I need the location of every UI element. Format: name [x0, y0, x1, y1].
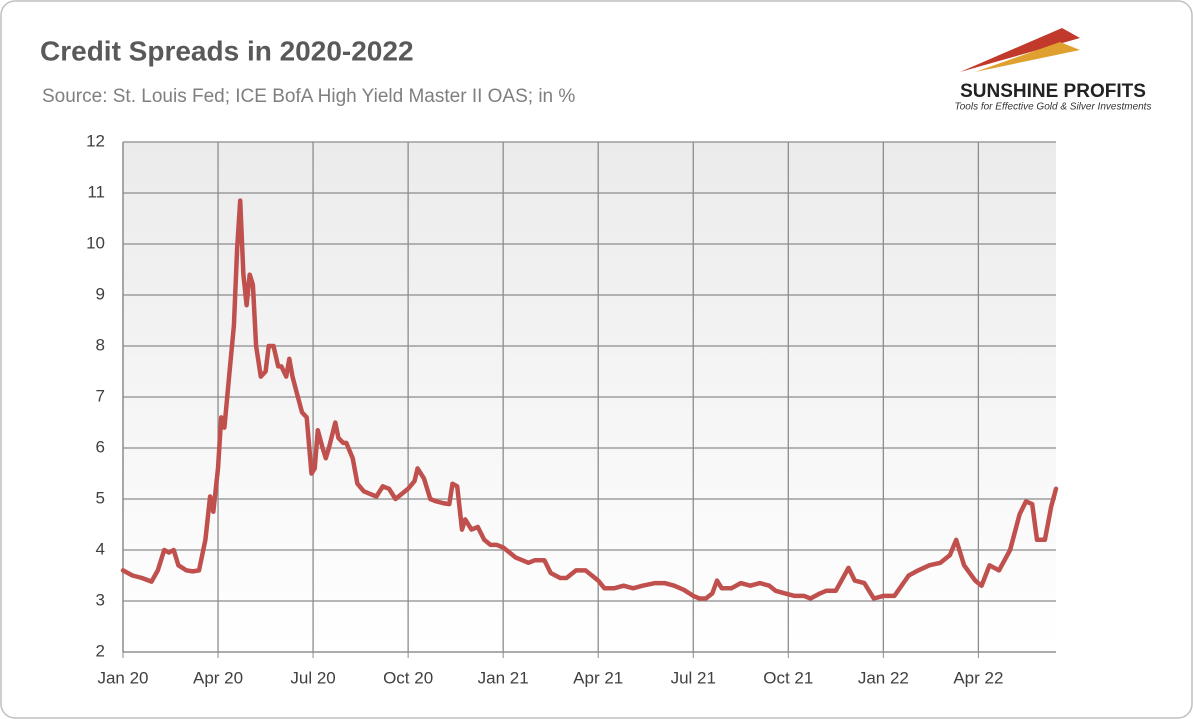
x-tick-label: Jan 20 [97, 668, 148, 687]
y-tick-label: 7 [96, 386, 105, 405]
y-tick-label: 2 [96, 641, 105, 660]
y-tick-label: 11 [87, 182, 105, 201]
chart-subtitle: Source: St. Louis Fed; ICE BofA High Yie… [42, 86, 575, 107]
x-tick-label: Oct 21 [763, 668, 813, 687]
x-tick-label: Apr 22 [953, 668, 1003, 687]
y-tick-label: 10 [86, 233, 105, 252]
y-tick-label: 8 [96, 335, 105, 354]
x-tick-label: Oct 20 [383, 668, 433, 687]
x-tick-label: Jan 22 [858, 668, 909, 687]
y-tick-label: 12 [86, 131, 105, 150]
y-tick-label: 3 [96, 590, 105, 609]
y-tick-label: 6 [96, 437, 105, 456]
logo-swoosh [975, 42, 1080, 72]
chart-title: Credit Spreads in 2020-2022 [40, 35, 414, 66]
x-tick-label: Jul 20 [290, 668, 335, 687]
y-tick-label: 4 [96, 539, 105, 558]
data-line [120, 198, 1059, 601]
x-tick-label: Apr 20 [193, 668, 243, 687]
logo: SUNSHINE PROFITS Tools for Effective Gol… [955, 28, 1152, 113]
y-tick-label: 5 [96, 488, 105, 507]
logo-name: SUNSHINE PROFITS [960, 81, 1146, 102]
logo-swoosh [960, 28, 1080, 72]
y-tick-label: 9 [96, 284, 105, 303]
x-tick-label: Jul 21 [671, 668, 716, 687]
x-tick-label: Jan 21 [478, 668, 529, 687]
x-tick-label: Apr 21 [573, 668, 623, 687]
logo-tagline: Tools for Effective Gold & Silver Invest… [955, 102, 1152, 113]
